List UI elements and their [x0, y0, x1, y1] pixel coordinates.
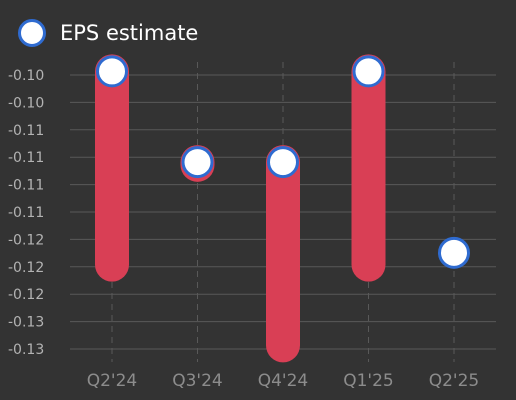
y-axis-ticks: -0.10 -0.10 -0.11 -0.11 -0.11 -0.11 -0.12 -0.12… [8, 68, 44, 358]
bar-layer [95, 54, 386, 363]
estimate-marker [352, 55, 385, 88]
y-tick-label: -0.10 [8, 68, 44, 84]
estimate-marker [181, 146, 214, 179]
y-tick-label: -0.12 [8, 260, 44, 276]
y-tick-label: -0.11 [8, 123, 44, 139]
y-tick-label: -0.11 [8, 205, 44, 221]
y-tick-label: -0.10 [8, 95, 44, 111]
legend: EPS estimate [18, 19, 198, 47]
x-tick-label: Q3'24 [172, 371, 223, 391]
x-tick-label: Q2'25 [429, 371, 480, 391]
estimate-marker [267, 146, 299, 179]
marker-layer [96, 55, 470, 269]
y-tick-label: -0.12 [8, 287, 44, 303]
x-tick-label: Q2'24 [87, 371, 138, 391]
x-axis-ticks: Q2'24 Q3'24 Q4'24 Q1'25 Q2'25 [87, 371, 480, 391]
estimate-marker [438, 236, 470, 269]
legend-label: EPS estimate [60, 21, 199, 45]
y-tick-label: -0.12 [8, 232, 44, 248]
legend-marker-icon [18, 19, 46, 47]
x-tick-label: Q1'25 [343, 371, 394, 391]
y-tick-label: -0.11 [8, 150, 44, 166]
y-tick-label: -0.11 [8, 178, 44, 194]
y-tick-label: -0.13 [8, 342, 44, 358]
x-tick-label: Q4'24 [258, 371, 309, 391]
y-tick-label: -0.13 [8, 315, 44, 331]
estimate-marker [96, 55, 128, 88]
